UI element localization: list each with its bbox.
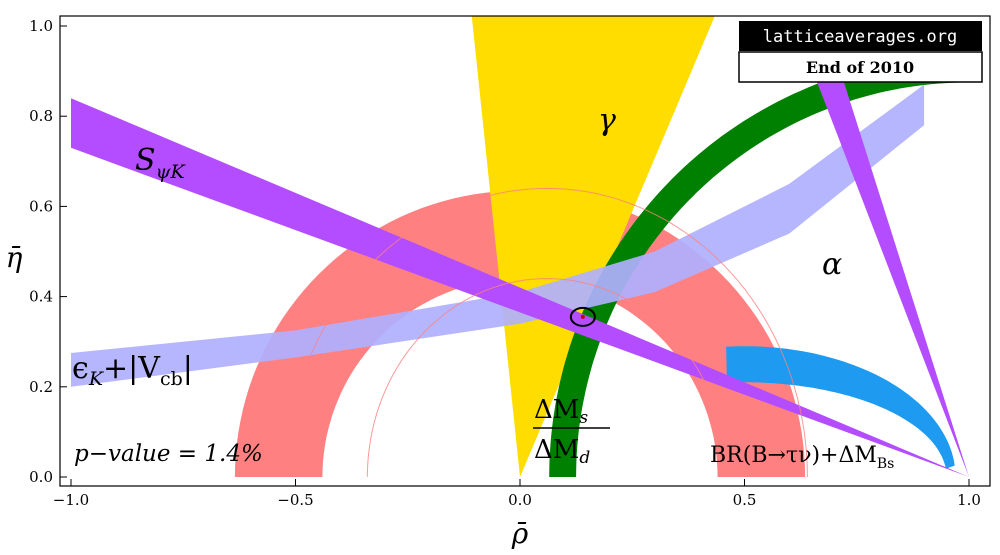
y-tick-label: 0.0 — [29, 468, 53, 486]
p-value-annotation: p−value = 1.4% — [74, 441, 263, 467]
plot-frame — [59, 15, 991, 487]
source-badge: latticeaverages.org End of 2010 — [738, 21, 983, 83]
x-tick-label: −0.5 — [277, 491, 313, 509]
gamma-band — [471, 16, 715, 477]
s-psi-k-label: SψK — [135, 143, 186, 183]
s-psi-k-band — [71, 98, 969, 477]
alpha-steep-band — [816, 80, 969, 477]
gamma-label: γ — [598, 103, 616, 138]
x-tick-label: 1.0 — [957, 491, 981, 509]
y-axis-title: η̄ — [6, 241, 23, 274]
dms-dmd-label: ΔMs ΔMd — [533, 395, 610, 468]
reference-arc-outer — [286, 187, 808, 478]
x-axis-title: ρ̄ — [511, 517, 529, 550]
reference-arc-inner — [366, 278, 727, 478]
y-tick-label: 0.8 — [29, 107, 53, 125]
badge-site: latticeaverages.org — [763, 27, 957, 47]
badge-date: End of 2010 — [806, 58, 914, 77]
x-tick-label: −1.0 — [53, 491, 89, 509]
y-tick-label: 0.2 — [29, 378, 53, 396]
plot-area — [71, 16, 969, 478]
svg-text:ΔMd: ΔMd — [534, 435, 590, 468]
epsilon-k-vcb-label: ϵK+|Vcb| — [72, 351, 193, 390]
y-tick-label: 0.6 — [29, 197, 53, 215]
y-tick-label: 0.4 — [29, 288, 53, 306]
alpha-band — [726, 346, 955, 469]
best-fit-ellipse — [569, 306, 596, 327]
x-tick-label: 0.0 — [508, 491, 532, 509]
alpha-label: α — [822, 247, 842, 282]
x-tick-label: 0.5 — [733, 491, 757, 509]
y-tick-label: 1.0 — [29, 17, 53, 35]
axis-ticks: −1.0 −0.5 0.0 0.5 1.0 0.0 0.2 0.4 0.6 0.8 1.0 — [29, 17, 981, 509]
svg-text:ΔMs: ΔMs — [534, 395, 588, 428]
best-fit-point — [580, 314, 585, 319]
epsilon-k-vcb-band — [71, 84, 925, 387]
br-tau-nu-label: BR(B→τν)+ΔMBs — [710, 443, 894, 472]
